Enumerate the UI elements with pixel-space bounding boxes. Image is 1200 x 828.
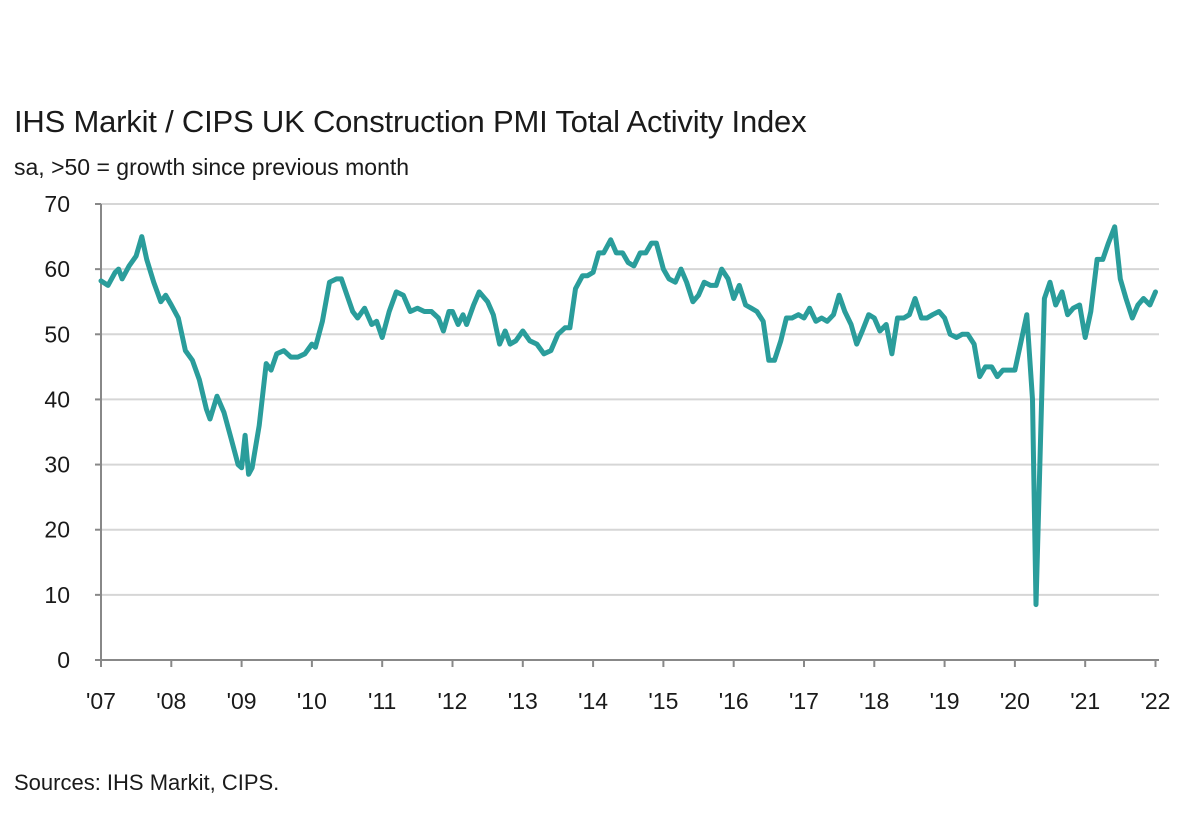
x-tick-label: '09 xyxy=(227,688,257,714)
chart-subtitle: sa, >50 = growth since previous month xyxy=(14,154,410,180)
x-tick-label: '10 xyxy=(297,688,327,714)
x-tick-label: '18 xyxy=(859,688,889,714)
chart-source-note: Sources: IHS Markit, CIPS. xyxy=(14,770,280,795)
x-tick-label: '17 xyxy=(789,688,819,714)
x-tick-label: '15 xyxy=(648,688,678,714)
x-tick-label: '21 xyxy=(1070,688,1100,714)
x-tick-label: '22 xyxy=(1140,688,1170,714)
x-tick-label: '13 xyxy=(508,688,538,714)
x-tick-label: '08 xyxy=(156,688,186,714)
gridlines xyxy=(101,203,1159,596)
y-tick-label: 10 xyxy=(44,582,70,608)
y-tick-label: 30 xyxy=(44,452,70,478)
x-tick-label: '16 xyxy=(719,688,749,714)
x-tick-labels: '07 '08 '09 '10 '11 '12 '13 '14 '15 '16 '17 '18 '19 '… xyxy=(86,688,1170,714)
x-tick-label: '14 xyxy=(578,688,608,714)
y-tick-label: 40 xyxy=(44,386,70,412)
chart-title: IHS Markit / CIPS UK Construction PMI To… xyxy=(14,104,807,139)
x-tick-label: '12 xyxy=(438,688,468,714)
y-tick-label: 70 xyxy=(44,191,70,217)
y-tick-label: 50 xyxy=(44,321,70,347)
y-tick-labels: 0 10 20 30 40 50 60 70 xyxy=(44,191,70,673)
series-line-construction-pmi xyxy=(98,224,1158,608)
x-tick-label: '20 xyxy=(1000,688,1030,714)
x-tick-label: '07 xyxy=(86,688,116,714)
x-tick-label: '11 xyxy=(368,688,396,714)
y-tick-label: 20 xyxy=(44,517,70,543)
y-tick-label: 0 xyxy=(57,647,70,673)
x-tick-label: '19 xyxy=(930,688,960,714)
axes xyxy=(95,203,1159,667)
y-tick-label: 60 xyxy=(44,256,70,282)
